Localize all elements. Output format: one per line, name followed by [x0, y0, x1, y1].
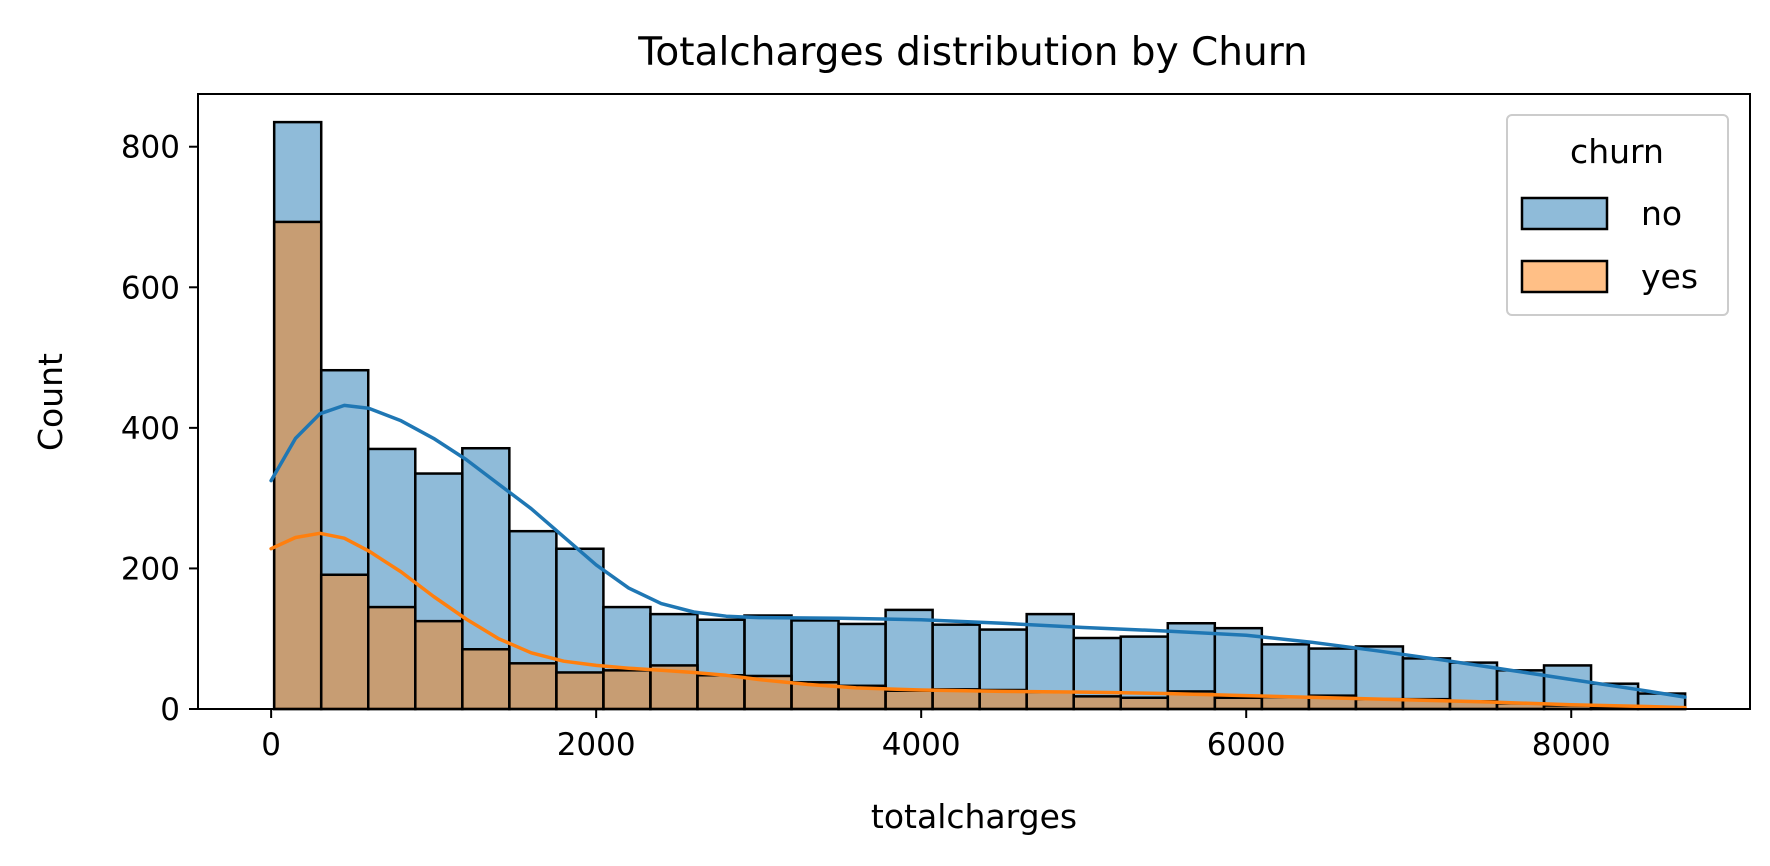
legend-label-no: no	[1641, 194, 1682, 233]
legend-title: churn	[1570, 132, 1664, 171]
bar-yes-1	[319, 573, 370, 711]
bar-yes-17	[1072, 695, 1122, 711]
bar-yes-3	[414, 619, 464, 711]
x-axis-ticks: 0 2000 4000 6000 8000	[261, 709, 1611, 763]
legend-swatch-no	[1520, 196, 1609, 231]
y-tick-label-800: 800	[121, 130, 180, 166]
bar-yes-5	[508, 662, 558, 711]
x-tick-label-4000: 4000	[882, 727, 961, 763]
bar-yes-9	[696, 674, 746, 711]
plot-frame	[197, 93, 1751, 710]
y-axis-label: Count	[31, 353, 70, 451]
x-axis-label: totalcharges	[871, 797, 1077, 836]
x-tick-label-2000: 2000	[557, 727, 636, 763]
bar-yes-6	[555, 671, 605, 711]
legend-label-yes: yes	[1641, 257, 1698, 296]
bar-yes-20	[1213, 696, 1264, 711]
bar-yes-0	[272, 220, 323, 711]
bars-layer	[272, 120, 1687, 711]
y-tick-label-400: 400	[121, 411, 180, 447]
bar-yes-16	[1025, 690, 1075, 711]
y-tick-label-0: 0	[160, 692, 180, 728]
x-tick-label-0: 0	[261, 727, 281, 763]
bar-yes-2	[366, 605, 417, 711]
legend-swatch-yes	[1520, 259, 1609, 294]
bar-yes-4	[461, 648, 511, 711]
bar-yes-13	[884, 689, 934, 711]
y-tick-label-600: 600	[121, 270, 180, 306]
kde-line-no	[269, 403, 1687, 699]
kde-line-yes	[269, 531, 1687, 710]
bar-yes-18	[1119, 696, 1170, 711]
chart-title: Totalcharges distribution by Churn	[637, 30, 1308, 75]
y-tick-label-200: 200	[121, 551, 180, 587]
x-tick-label-6000: 6000	[1207, 727, 1286, 763]
bar-yes-7	[602, 669, 652, 711]
y-axis-ticks: 0 200 400 600 800	[121, 130, 198, 728]
x-tick-label-8000: 8000	[1532, 727, 1611, 763]
legend: churn no yes	[1506, 114, 1729, 316]
kde-layer	[269, 403, 1687, 710]
